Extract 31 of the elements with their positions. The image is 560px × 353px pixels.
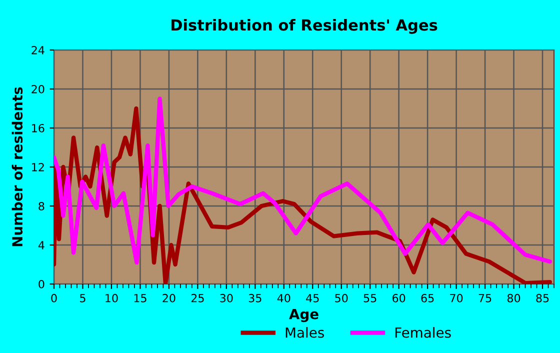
x-tick-label: 60	[392, 294, 406, 302]
x-tick-label: 45	[306, 294, 319, 302]
legend-label: Males	[286, 327, 324, 338]
y-tick-label: 20	[32, 84, 44, 94]
y-tick-label: 8	[38, 202, 44, 210]
y-tick-label: 12	[32, 162, 44, 172]
line-series	[54, 96, 552, 265]
x-axis-title: Age	[289, 308, 318, 322]
x-tick-label: 40	[277, 294, 290, 302]
x-tick-label: 80	[507, 294, 520, 302]
x-tick-label: 25	[191, 294, 204, 302]
x-tick-label: 70	[450, 294, 463, 302]
legend-label: Females	[395, 327, 451, 338]
x-tick-label: 20	[162, 294, 176, 302]
x-tick-label: 50	[335, 294, 348, 302]
x-tick-label: 35	[248, 294, 262, 302]
y-tick-label: 24	[32, 46, 44, 54]
x-tick-label: 85	[536, 294, 549, 302]
x-tick-label: 0	[51, 294, 57, 302]
x-tick-label: 55	[364, 294, 376, 302]
y-tick-label: 16	[32, 124, 44, 132]
chart-title: Distribution of Residents' Ages	[171, 18, 438, 34]
x-tick-label: 10	[106, 294, 118, 302]
x-tick-label: 5	[80, 294, 86, 302]
x-tick-label: 15	[134, 294, 146, 302]
y-tick-label: 4	[38, 241, 44, 250]
x-tick-label: 65	[421, 294, 434, 302]
y-tick-label: 0	[38, 280, 44, 288]
x-tick-label: 30	[220, 294, 233, 302]
y-axis-title: Number of residents	[12, 87, 23, 246]
x-tick-label: 75	[478, 294, 492, 302]
